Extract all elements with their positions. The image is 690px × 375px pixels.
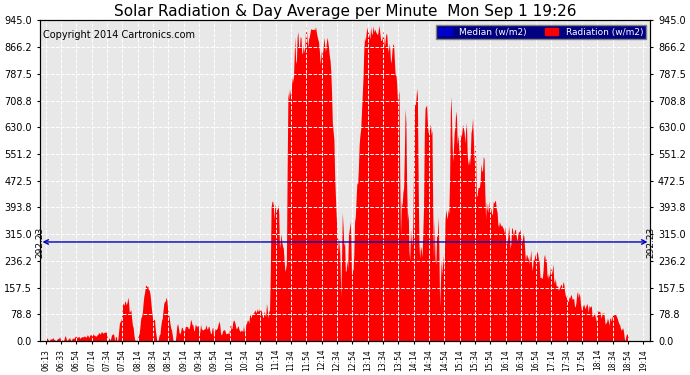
Text: Copyright 2014 Cartronics.com: Copyright 2014 Cartronics.com [43,30,195,40]
Legend: Median (w/m2), Radiation (w/m2): Median (w/m2), Radiation (w/m2) [435,25,646,39]
Text: 292.23: 292.23 [35,226,44,258]
Text: 292.23: 292.23 [647,226,656,258]
Title: Solar Radiation & Day Average per Minute  Mon Sep 1 19:26: Solar Radiation & Day Average per Minute… [114,4,576,19]
